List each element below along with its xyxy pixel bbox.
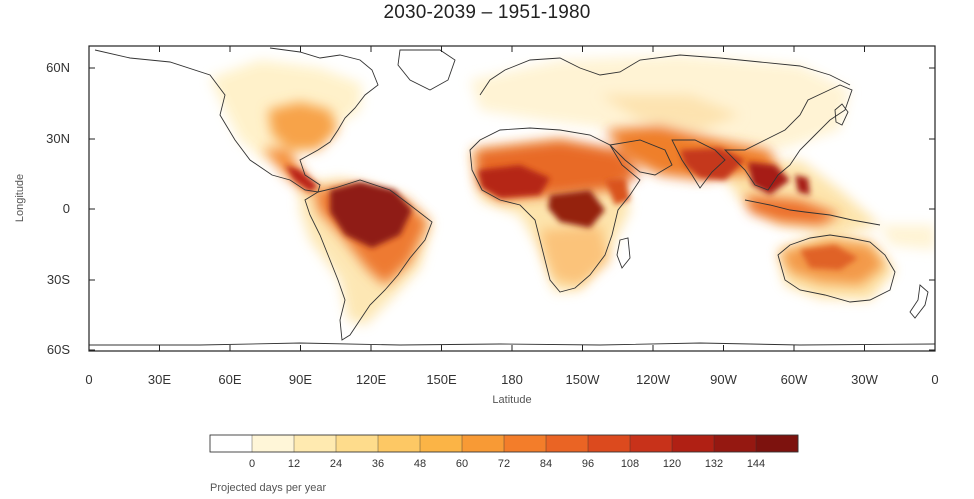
- x-tick-label: 60W: [781, 372, 808, 387]
- coastline-antarctica: [89, 342, 935, 346]
- coastline-greenland: [397, 49, 456, 91]
- colorbar-swatch: [629, 434, 673, 453]
- x-tick-label: 60E: [218, 372, 241, 387]
- heat-west-africa-core: [478, 165, 550, 198]
- colorbar-swatch: [755, 434, 799, 453]
- colorbar-swatch: [713, 434, 757, 453]
- coastline-japan: [834, 103, 849, 126]
- y-tick-labels: 60N 30N 0 30S 60S: [46, 60, 70, 357]
- heat-amazon-core: [330, 182, 412, 248]
- x-tick-label: 30W: [851, 372, 878, 387]
- x-axis-title: Latitude: [492, 394, 531, 406]
- colorbar-tick-label: 48: [414, 458, 426, 470]
- y-tick-label: 60N: [46, 60, 70, 75]
- coastline-europe: [479, 54, 851, 96]
- colorbar-swatch: [671, 434, 715, 453]
- x-tick-label: 0: [931, 372, 938, 387]
- x-tick-labels: 0 30E 60E 90E 120E 150E 180 150W 120W 90…: [85, 372, 938, 387]
- colorbar-tick-label: 0: [249, 458, 255, 470]
- coastline-arabia: [609, 139, 673, 176]
- colorbar-tick-label: 36: [372, 458, 384, 470]
- coastline-new-zealand: [909, 284, 929, 319]
- colorbar-tick-label: 12: [288, 458, 300, 470]
- colorbar-tick-label: 120: [663, 458, 681, 470]
- x-tick-label: 150W: [566, 372, 601, 387]
- heat-central-africa-core: [548, 190, 605, 228]
- coastline-madagascar: [616, 237, 631, 269]
- heat-central-asia: [600, 95, 740, 130]
- coastline-india: [671, 139, 726, 189]
- x-tick-label: 90W: [710, 372, 737, 387]
- coastline-south-america: [304, 179, 433, 341]
- coastline-indonesia: [744, 199, 881, 226]
- heat-philippines-core: [795, 175, 810, 195]
- y-tick-label: 30N: [46, 131, 70, 146]
- colorbar-swatch: [419, 434, 463, 453]
- y-tick-label: 30S: [47, 272, 70, 287]
- heat-east-africa-core: [605, 178, 630, 205]
- x-tick-label: 120E: [356, 372, 387, 387]
- colorbar-swatch: [461, 434, 505, 453]
- heat-southern-africa: [540, 225, 610, 285]
- x-tick-label: 120W: [636, 372, 671, 387]
- x-tick-label: 0: [85, 372, 92, 387]
- map-title: 2030-2039 – 1951-1980: [383, 2, 591, 23]
- colorbar-tick-label: 144: [747, 458, 765, 470]
- colorbar-swatch: [335, 434, 379, 453]
- colorbar-tick-label: 132: [705, 458, 723, 470]
- colorbar-tick-label: 84: [540, 458, 552, 470]
- heat-layer: [89, 47, 935, 346]
- heat-pacific-east: [880, 225, 935, 250]
- colorbar-tick-label: 108: [621, 458, 639, 470]
- coastline-north-america: [94, 47, 379, 193]
- x-tick-label: 30E: [148, 372, 171, 387]
- colorbar-tick-label: 96: [582, 458, 594, 470]
- colorbar-swatch: [587, 434, 631, 453]
- coastline-africa: [469, 127, 641, 293]
- y-axis-title: Longitude: [14, 174, 26, 222]
- colorbar-swatch: [251, 434, 295, 453]
- coastline-asia-east: [723, 84, 853, 191]
- colorbar-tick-label: 60: [456, 458, 468, 470]
- y-axis: [89, 67, 935, 351]
- x-tick-label: 90E: [289, 372, 312, 387]
- coastlines: [89, 47, 935, 346]
- x-tick-label: 150E: [426, 372, 457, 387]
- colorbar-swatch: [377, 434, 421, 453]
- x-tick-label: 180: [501, 372, 523, 387]
- colorbar-tick-label: 24: [330, 458, 342, 470]
- y-tick-label: 0: [63, 201, 70, 216]
- colorbar-swatch: [503, 434, 547, 453]
- colorbar-swatch: [545, 434, 589, 453]
- colorbar-swatch: [293, 434, 337, 453]
- colorbar-title: Projected days per year: [210, 482, 327, 494]
- y-tick-label: 60S: [47, 342, 70, 357]
- heat-us-southeast: [268, 102, 338, 150]
- colorbar: [209, 434, 799, 453]
- heat-australia-core: [800, 245, 858, 270]
- heat-central-america-core: [285, 165, 318, 192]
- coastline-australia: [777, 234, 896, 303]
- heat-india-core: [680, 148, 745, 180]
- x-axis: [88, 46, 936, 351]
- colorbar-tick-labels: 0 12 24 36 48 60 72 84 96 108 120 132 144: [249, 458, 765, 470]
- colorbar-swatch: [209, 434, 253, 453]
- colorbar-frame: [209, 434, 799, 453]
- colorbar-tick-label: 72: [498, 458, 510, 470]
